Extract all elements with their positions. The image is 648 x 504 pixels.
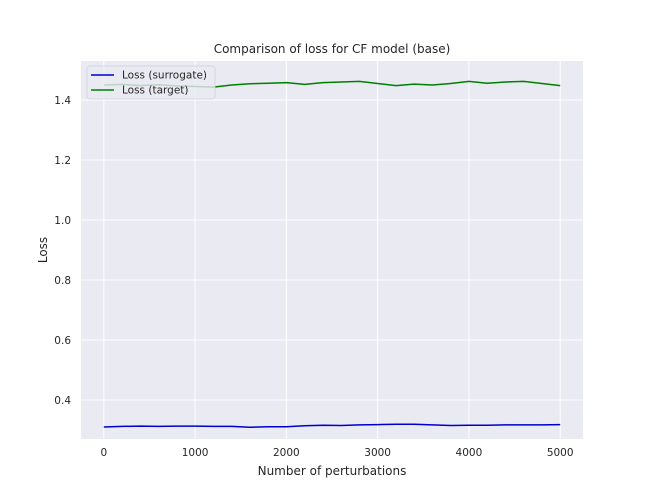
y-tick-label: 1.4 [54,95,71,107]
grid-lines [81,61,583,439]
x-tick-label: 1000 [182,447,209,459]
legend-label-target: Loss (target) [122,85,189,97]
x-tick-label: 5000 [547,447,574,459]
legend-label-surrogate: Loss (surrogate) [122,70,207,82]
x-tick-label: 3000 [364,447,391,459]
x-tick-label: 2000 [273,447,300,459]
tick-labels: 0 1000 2000 3000 4000 5000 0.4 0.6 0.8 1.0 1.2 1.4 [54,95,573,459]
chart-title: Comparison of loss for CF model (base) [214,42,451,56]
legend-box [86,65,216,100]
x-tick-label: 0 [100,447,107,459]
legend: Loss (surrogate) Loss (target) [86,65,216,100]
x-tick-label: 4000 [456,447,483,459]
series-line-surrogate [103,423,561,429]
y-tick-label: 0.4 [54,395,71,407]
plot-background [81,61,583,439]
y-tick-label: 1.0 [54,215,71,227]
y-tick-label: 0.6 [54,335,71,347]
y-tick-label: 0.8 [54,275,71,287]
y-axis-label: Loss [36,237,50,263]
x-axis-label: Number of perturbations [258,464,407,478]
y-tick-label: 1.2 [54,155,71,167]
